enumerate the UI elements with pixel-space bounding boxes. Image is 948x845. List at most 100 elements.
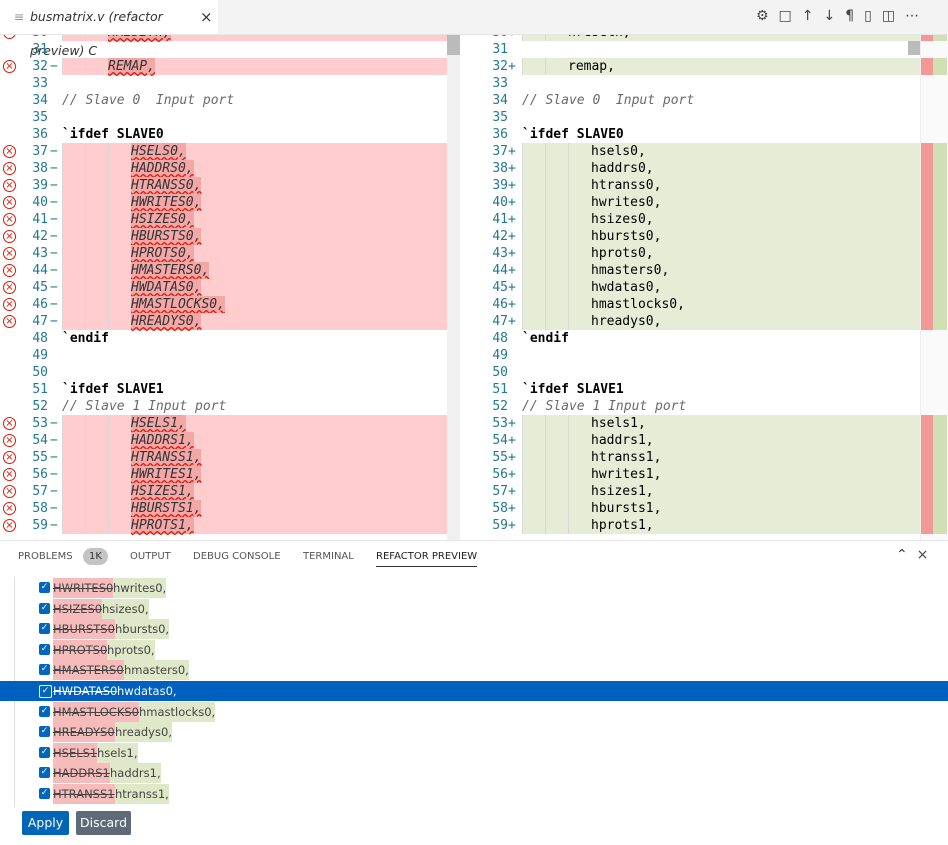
overview-added	[933, 35, 947, 41]
indent-guide	[62, 517, 63, 534]
refactor-item[interactable]: ✓ HWDATAS0 hwdatas0,	[0, 681, 948, 701]
code-text: `ifdef SLAVE1	[62, 382, 164, 397]
indent-guide	[522, 211, 523, 228]
indent-guide	[522, 500, 523, 517]
overview-deleted	[921, 194, 933, 211]
refactor-item[interactable]: ✓ HWRITES0 hwrites0,	[0, 578, 948, 598]
changed-line	[62, 211, 447, 228]
error-icon: ×	[3, 145, 16, 158]
discard-button[interactable]: Discard	[76, 811, 131, 835]
checkbox[interactable]: ✓	[39, 705, 50, 717]
error-icon: ×	[3, 179, 16, 192]
checkbox[interactable]: ✓	[39, 602, 50, 614]
refactor-item[interactable]: ✓ HMASTLOCKS0 hmastlocks0,	[0, 701, 948, 722]
refactor-item[interactable]: ✓ HADDRS1 haddrs1,	[0, 763, 948, 784]
code-text: hsels0,	[591, 144, 646, 159]
indent-guide	[62, 466, 63, 483]
checkbox[interactable]: ✓	[39, 767, 50, 779]
old-name: HPROTS0	[53, 639, 108, 660]
refactor-item[interactable]: ✓ HREADYS0 hreadys0,	[0, 722, 948, 743]
indent-guide	[85, 415, 86, 432]
refactor-item[interactable]: ✓ HMASTERS0 hmasters0,	[0, 660, 948, 681]
refactor-item[interactable]: ✓ HSIZES0 hsizes0,	[0, 598, 948, 619]
code-text: HSELS1,	[131, 415, 186, 432]
indent-guide	[85, 500, 86, 517]
changed-line	[522, 517, 920, 534]
diff-marker: −	[50, 314, 58, 329]
changed-line	[522, 483, 920, 500]
checkbox[interactable]: ✓	[39, 623, 50, 635]
scroll-thumb[interactable]	[447, 35, 460, 55]
changed-line	[62, 466, 447, 483]
indent-guide	[545, 500, 546, 517]
panel-tab[interactable]: PROBLEMS	[18, 551, 73, 562]
diff-marker: −	[50, 246, 58, 261]
indent-guide	[522, 449, 523, 466]
checkbox[interactable]: ✓	[39, 664, 50, 676]
overview-deleted	[921, 211, 933, 228]
checkbox[interactable]: ✓	[39, 643, 50, 655]
code-text: hprots0,	[591, 246, 654, 261]
line-number: 35	[32, 110, 48, 125]
panel-tab[interactable]: DEBUG CONSOLE	[193, 551, 281, 562]
old-name: HSIZES0	[53, 598, 103, 619]
indent-guide	[62, 143, 63, 160]
line-number: 39	[492, 178, 508, 193]
code-text: hmasters0,	[591, 263, 670, 278]
old-name: HADDRS1	[53, 763, 110, 784]
indent-guide	[568, 279, 569, 296]
overview-deleted	[921, 245, 933, 262]
overview-deleted	[921, 466, 933, 483]
apply-button[interactable]: Apply	[22, 811, 69, 835]
indent-guide	[62, 313, 63, 330]
line-number: 53	[492, 416, 508, 431]
panel-tab[interactable]: OUTPUT	[130, 551, 171, 562]
checkbox[interactable]: ✓	[39, 582, 50, 593]
editor-actions[interactable]: ⚙□↑↓¶▯◫⋯	[756, 8, 930, 24]
code-text: htranss1,	[591, 450, 662, 465]
overview-deleted	[921, 143, 933, 160]
line-number: 38	[492, 161, 508, 176]
diff-marker: −	[50, 450, 58, 465]
changed-line	[62, 35, 447, 41]
panel-actions[interactable]: ⌃ ×	[896, 547, 929, 563]
changed-line	[522, 313, 920, 330]
indent-guide	[545, 160, 546, 177]
editor-tab[interactable]: ≡ busmatrix.v (refactor preview) C ×	[0, 0, 218, 58]
indent-guide	[545, 245, 546, 262]
old-name: HMASTERS0	[53, 660, 124, 681]
line-number: 42	[32, 229, 48, 244]
code-text: // Slave 0 Input port	[522, 93, 695, 108]
refactor-item[interactable]: ✓ HBURSTS0 hbursts0,	[0, 619, 948, 640]
checkbox[interactable]: ✓	[39, 788, 50, 799]
indent-guide	[62, 58, 63, 75]
code-text: HWRITES1,	[131, 466, 202, 483]
changed-line	[522, 500, 920, 517]
line-number: 50	[492, 365, 508, 380]
refactor-item[interactable]: ✓ HSELS1 hsels1,	[0, 742, 948, 763]
panel-tab[interactable]: REFACTOR PREVIEW	[376, 551, 478, 567]
indent-guide	[545, 296, 546, 313]
panel-tab[interactable]: TERMINAL	[303, 551, 354, 562]
error-icon: ×	[3, 502, 16, 515]
refactor-item[interactable]: ✓ HTRANSS1 htranss1,	[0, 784, 948, 804]
indent-guide	[85, 432, 86, 449]
indent-guide	[522, 35, 523, 41]
indent-guide	[85, 483, 86, 500]
overview-deleted	[921, 279, 933, 296]
indent-guide	[85, 35, 86, 41]
indent-guide	[522, 466, 523, 483]
changed-line	[522, 58, 920, 75]
checkbox[interactable]: ✓	[39, 746, 50, 758]
refactor-item[interactable]: ✓ HPROTS0 hprots0,	[0, 639, 948, 660]
indent-guide	[545, 58, 546, 75]
indent-guide	[62, 415, 63, 432]
checkbox[interactable]: ✓	[39, 685, 52, 698]
line-number: 49	[492, 348, 508, 363]
changed-line	[522, 194, 920, 211]
code-text: HWRITES0,	[131, 194, 202, 211]
close-tab[interactable]: ×	[200, 8, 213, 26]
checkbox[interactable]: ✓	[39, 726, 50, 738]
indent-guide	[85, 228, 86, 245]
